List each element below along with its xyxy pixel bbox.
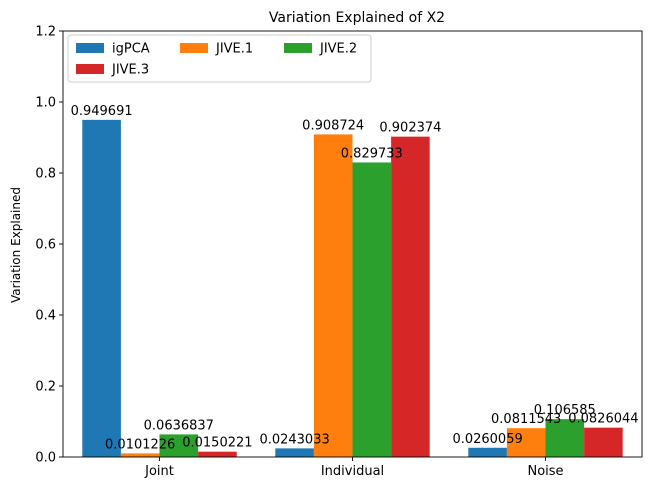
bar-value-label: 0.0243033	[259, 432, 329, 447]
bar	[159, 434, 199, 457]
bar	[352, 162, 392, 458]
bar	[506, 428, 546, 457]
bar	[82, 119, 121, 458]
legend-label: JIVE.1	[215, 42, 253, 57]
legend-swatch	[76, 64, 104, 74]
bar-value-label: 0.0260059	[452, 432, 522, 447]
legend-label: igPCA	[112, 42, 150, 57]
y-tick-label: 0.6	[35, 238, 56, 253]
bar	[313, 134, 353, 457]
y-tick-label: 0.2	[35, 380, 56, 395]
y-tick-label: 1.0	[35, 96, 56, 111]
bar	[468, 447, 507, 457]
legend-swatch	[180, 43, 208, 53]
bar-value-label: 0.829733	[341, 146, 403, 161]
y-tick-label: 0.8	[35, 167, 56, 182]
x-tick-label: Noise	[527, 464, 563, 479]
x-axis: Joint Individual Noise	[144, 457, 564, 479]
bar	[545, 419, 585, 457]
bar-value-label: 0.949691	[71, 104, 133, 119]
bar-value-label: 0.0150221	[182, 436, 252, 451]
bar-value-label: 0.902374	[379, 121, 441, 136]
bar-labels-group: 0.949691 0.0101226 0.0636837 0.0150221 0.024…	[71, 104, 639, 453]
bar	[275, 448, 314, 457]
bar	[198, 451, 237, 457]
bars-group	[82, 119, 623, 458]
bar-value-label: 0.0826044	[568, 412, 638, 427]
bar-value-label: 0.106585	[534, 403, 596, 418]
legend-label: JIVE.2	[319, 42, 357, 57]
bar-value-label: 0.0101226	[105, 437, 175, 452]
bar	[391, 136, 430, 457]
bar-value-label: 0.908724	[302, 118, 364, 133]
y-tick-label: 0.0	[35, 451, 56, 466]
legend-label: JIVE.3	[111, 63, 149, 78]
legend: igPCA JIVE.1 JIVE.2 JIVE.3	[67, 34, 372, 83]
legend-swatch	[76, 43, 104, 53]
bar-value-label: 0.0811543	[491, 412, 561, 427]
y-axis: 0.0 0.2 0.4 0.6 0.8 1.0 1.2	[35, 25, 63, 466]
chart-title: Variation Explained of X2	[269, 10, 445, 26]
y-tick-label: 1.2	[35, 25, 56, 40]
y-tick-label: 0.4	[35, 309, 56, 324]
bar	[584, 427, 623, 457]
legend-swatch	[284, 43, 312, 53]
bar-value-label: 0.0636837	[144, 418, 214, 433]
bar	[120, 453, 160, 457]
x-tick-label: Joint	[144, 464, 174, 479]
y-axis-label: Variation Explained	[9, 187, 23, 303]
x-tick-label: Individual	[321, 464, 384, 479]
